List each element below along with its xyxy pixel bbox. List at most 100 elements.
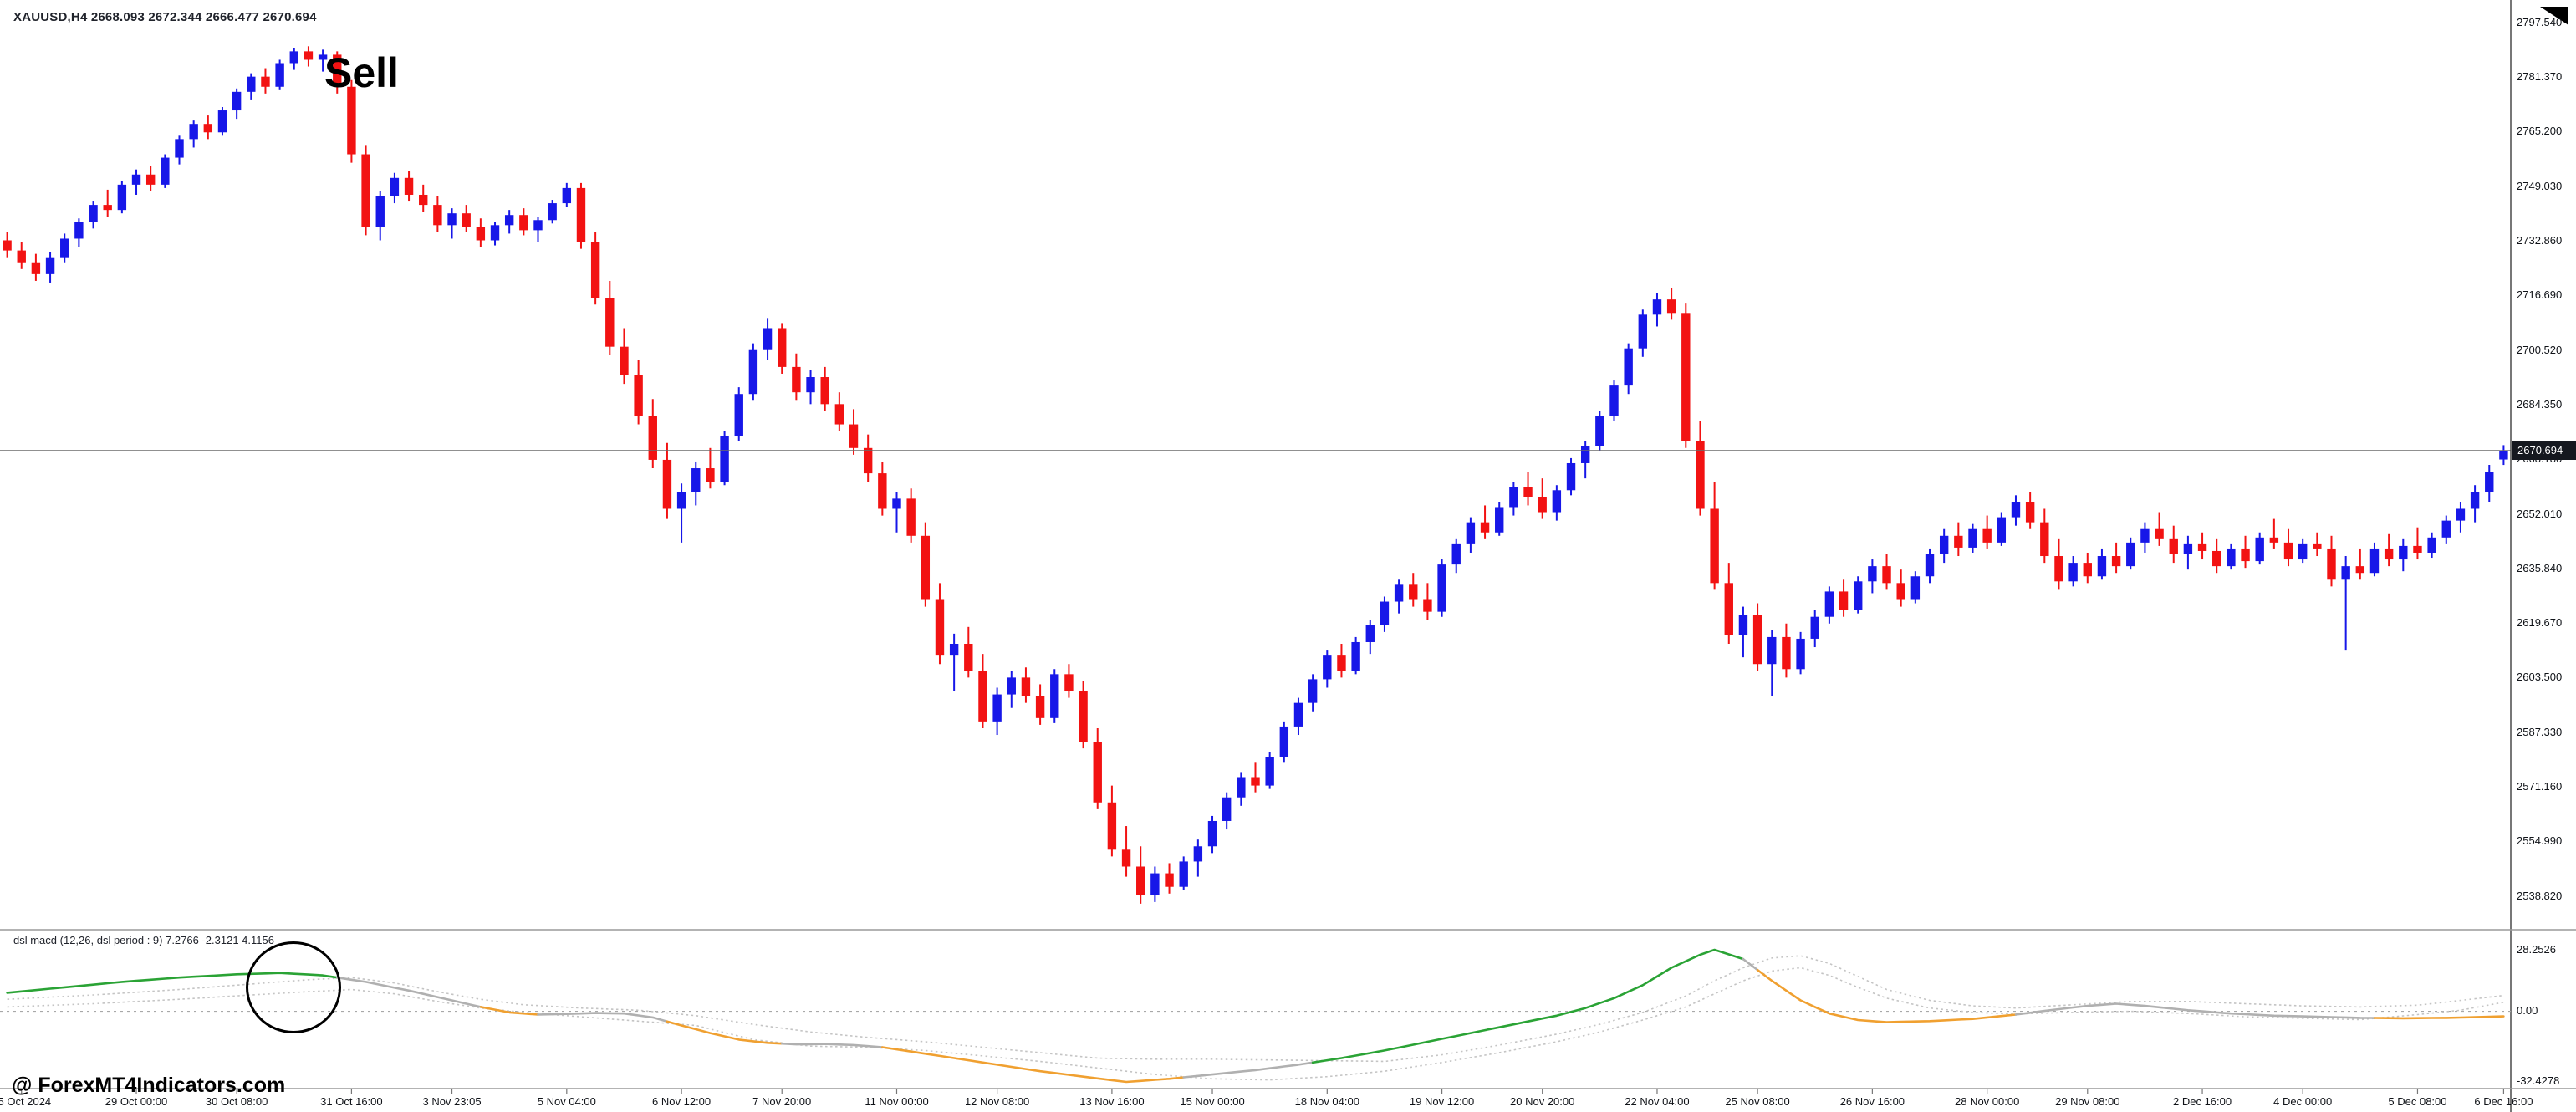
candle-body: [1666, 299, 1676, 314]
price-axis-label: 2684.350: [2517, 397, 2563, 411]
indicator-axis-max: 28.2526: [2517, 943, 2556, 956]
price-axis-label: 2732.860: [2517, 234, 2563, 247]
time-axis-label: 3 Nov 23:05: [422, 1095, 482, 1108]
time-axis-label: 30 Oct 08:00: [205, 1095, 268, 1108]
corner-triangle-icon: [2540, 7, 2568, 25]
candle-body: [476, 227, 486, 241]
candle-body: [533, 220, 543, 231]
candle-body: [1222, 797, 1232, 821]
candle-body: [1279, 726, 1289, 757]
candle-body: [1050, 674, 1059, 718]
time-axis-label: 2 Dec 16:00: [2172, 1095, 2232, 1108]
candle-body: [89, 205, 98, 222]
candle-body: [419, 194, 428, 206]
candle-body: [490, 225, 500, 241]
candle-body: [1437, 564, 1446, 612]
candle-body: [247, 76, 256, 92]
price-axis-label: 2554.990: [2517, 834, 2563, 848]
candle-body: [1580, 446, 1590, 463]
candle-body: [662, 459, 672, 509]
candle-body: [1538, 497, 1547, 513]
candle-body: [103, 205, 112, 211]
candle-body: [2485, 472, 2494, 492]
time-axis-label: 31 Oct 16:00: [320, 1095, 383, 1108]
time-axis-label: 5 Nov 04:00: [537, 1095, 596, 1108]
candle-body: [2054, 556, 2063, 582]
time-axis-label: 7 Nov 20:00: [752, 1095, 812, 1108]
candle-body: [2298, 543, 2308, 560]
price-axis-label: 2749.030: [2517, 179, 2563, 192]
candle-body: [145, 174, 156, 185]
candle-body: [2025, 502, 2035, 523]
candle-body: [289, 51, 298, 64]
candle-body: [605, 298, 615, 347]
candle-body: [634, 375, 643, 416]
time-axis-label: 19 Nov 12:00: [1409, 1095, 1475, 1108]
candle-body: [1910, 576, 1921, 600]
candle-body: [261, 76, 270, 87]
candle-body: [117, 184, 127, 211]
candle-body: [2456, 508, 2466, 521]
candle-body: [1552, 490, 1562, 513]
candle-body: [17, 250, 26, 263]
candle-body: [1365, 625, 1375, 642]
price-axis-label: 2765.200: [2517, 125, 2563, 138]
candle-body: [1566, 462, 1576, 491]
time-axis-label: 5 Dec 08:00: [2388, 1095, 2447, 1108]
candle-body: [1007, 677, 1016, 695]
candle-body: [878, 473, 887, 509]
price-axis-label: 2635.840: [2517, 561, 2563, 574]
candle-body: [820, 377, 829, 405]
macd-line-segment: [2373, 1015, 2505, 1020]
indicator-label: dsl macd (12,26, dsl period : 9) 7.2766 …: [13, 934, 274, 946]
candle-body: [2355, 566, 2365, 574]
time-axis-label: 29 Oct 00:00: [105, 1095, 168, 1108]
time-axis-label: 4 Dec 00:00: [2273, 1095, 2333, 1108]
candle-body: [1939, 535, 1949, 555]
candle-body: [1323, 655, 1332, 680]
candle-body: [1595, 416, 1604, 446]
price-axis-label: 2652.010: [2517, 507, 2563, 520]
candle-body: [949, 644, 959, 656]
candle-body: [1782, 636, 1791, 670]
price-axis-label: 2538.820: [2517, 889, 2563, 902]
candle-body: [806, 377, 815, 393]
candle-body: [1509, 487, 1518, 508]
macd-line-segment: [666, 1020, 783, 1045]
candle-body: [1394, 584, 1404, 602]
candle-body: [1064, 674, 1074, 691]
watermark: @ ForexMT4Indicators.com: [12, 1074, 286, 1097]
candle-body: [676, 492, 686, 509]
candle-body: [2155, 528, 2164, 539]
candle-body: [1854, 581, 1863, 610]
price-axis[interactable]: 2797.540 2781.370 2765.200 2749.030 2732.860…: [2511, 0, 2576, 1089]
candle-body: [1925, 554, 1935, 577]
candle-body: [161, 157, 170, 185]
candle-body: [31, 262, 41, 274]
candle-body: [1136, 866, 1145, 895]
candle-body: [964, 644, 973, 671]
candle-body: [1724, 583, 1733, 635]
price-axis-label: 2619.670: [2517, 616, 2563, 630]
candle-body: [1609, 385, 1619, 416]
price-axis-label: 2716.690: [2517, 288, 2563, 302]
candle-body: [1165, 873, 1174, 887]
candle-body: [992, 694, 1002, 722]
candle-body: [1652, 299, 1662, 315]
candle-body: [906, 498, 916, 536]
candle-body: [1681, 313, 1691, 441]
price-axis-label: 2571.160: [2517, 779, 2563, 793]
time-axis-label: 12 Nov 08:00: [964, 1095, 1030, 1108]
candle-body: [2341, 566, 2350, 580]
indicator-axis-zero: 0.00: [2517, 1004, 2538, 1017]
candle-body: [404, 177, 414, 195]
time-axis[interactable]: 25 Oct 2024 29 Oct 00:00 30 Oct 08:00 31 Oc…: [0, 1089, 2533, 1112]
candle-body: [1423, 599, 1432, 612]
time-axis-label: 29 Nov 08:00: [2055, 1095, 2120, 1108]
candle-body: [620, 346, 629, 375]
candle-body: [691, 468, 701, 492]
candle-body: [1451, 543, 1461, 565]
candle-body: [548, 203, 557, 221]
